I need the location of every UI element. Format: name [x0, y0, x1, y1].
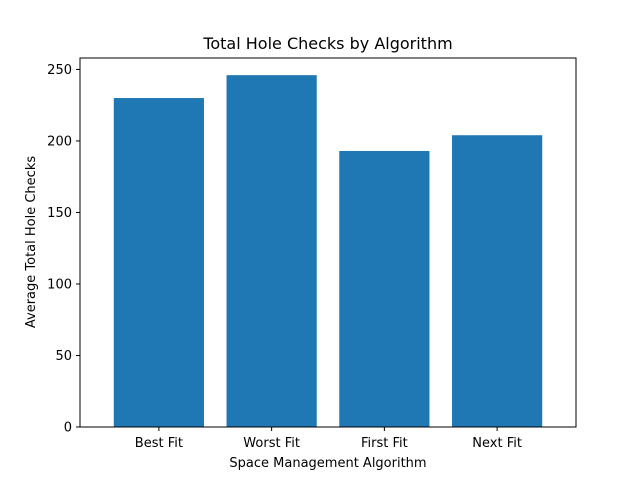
x-axis-label: Space Management Algorithm	[229, 456, 426, 471]
x-tick-label: Next Fit	[472, 436, 522, 451]
y-tick-label: 200	[47, 134, 72, 149]
bar-worst-fit	[226, 75, 317, 428]
y-tick-label: 150	[47, 206, 72, 221]
y-tick-label: 0	[64, 421, 72, 436]
bar-first-fit	[339, 150, 430, 427]
x-tick-label: First Fit	[361, 436, 408, 451]
y-tick-label: 100	[47, 277, 72, 292]
x-axis-ticks: Best Fit Worst Fit First Fit Next Fit	[135, 427, 522, 451]
y-axis-label: Average Total Hole Checks	[24, 156, 39, 328]
y-axis-ticks: 0 50 100 150 200 250	[47, 63, 80, 436]
bar-next-fit	[452, 135, 543, 428]
y-tick-label: 50	[55, 349, 72, 364]
bar-best-fit	[113, 98, 204, 427]
plot-frame	[79, 57, 577, 428]
x-tick-label: Best Fit	[135, 436, 183, 451]
x-tick-label: Worst Fit	[243, 436, 300, 451]
chart-title: Total Hole Checks by Algorithm	[202, 34, 452, 53]
y-tick-label: 250	[47, 63, 72, 78]
bars-group	[113, 75, 543, 428]
